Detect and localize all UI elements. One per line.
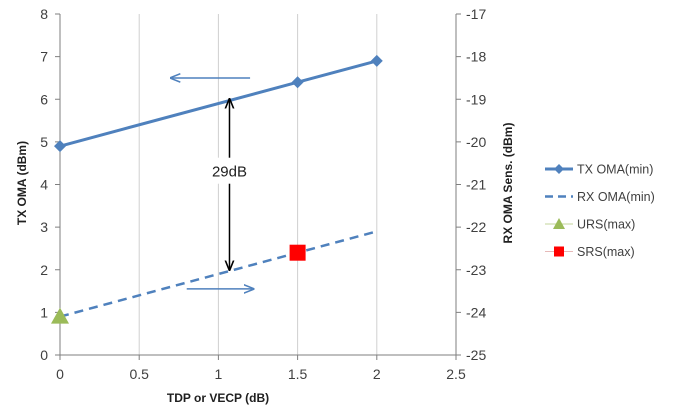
x-tick-label: 2 (373, 366, 381, 382)
y-left-tick-label: 4 (40, 177, 48, 193)
grid-lines (139, 14, 377, 355)
y-right-tick-label: -18 (466, 49, 486, 65)
y-right-tick-label: -22 (466, 219, 486, 235)
y-left-tick-label: 2 (40, 262, 48, 278)
series-layer (51, 55, 383, 324)
annotation-label: 29dB (212, 164, 247, 181)
data-point-diamond (554, 164, 564, 174)
y-left-tick-label: 5 (40, 134, 48, 150)
y-left-tick-label: 6 (40, 91, 48, 107)
y-left-tick-label: 0 (40, 347, 48, 363)
annotation-layer: 29dB (171, 78, 258, 289)
legend-label: URS(max) (577, 218, 635, 232)
y-axis-right-ticks: -25 -24 -23 -22 -21 -20 -19 -18 -17 (456, 6, 486, 363)
legend: TX OMA(min) RX OMA(min) URS(max) SRS(max) (545, 163, 655, 260)
y-left-tick-label: 1 (40, 304, 48, 320)
y-right-tick-label: -20 (466, 134, 486, 150)
y-right-tick-label: -21 (466, 177, 486, 193)
x-axis-ticks: 0 0.5 1 1.5 2 2.5 (56, 355, 466, 382)
x-axis-title: TDP or VECP (dB) (167, 391, 269, 405)
y-right-tick-label: -25 (466, 347, 486, 363)
y-left-tick-label: 8 (40, 6, 48, 22)
legend-label: SRS(max) (577, 245, 635, 259)
x-tick-label: 0 (56, 366, 64, 382)
y-right-tick-label: -23 (466, 262, 486, 278)
y-right-tick-label: -17 (466, 6, 486, 22)
data-point-square (290, 245, 306, 261)
x-tick-label: 0.5 (129, 366, 149, 382)
legend-swatch-square (554, 247, 564, 257)
legend-label: RX OMA(min) (577, 190, 655, 204)
x-tick-label: 1 (215, 366, 223, 382)
data-point-diamond (371, 55, 383, 67)
y-axis-left-ticks: 0 1 2 3 4 5 6 7 8 (40, 6, 60, 363)
legend-label: TX OMA(min) (577, 163, 653, 177)
y-right-tick-label: -19 (466, 91, 486, 107)
y-left-tick-label: 3 (40, 219, 48, 235)
plot-frame (60, 14, 456, 355)
y-axis-left-title: TX OMA (dBm) (15, 141, 29, 225)
y-left-tick-label: 7 (40, 49, 48, 65)
data-point-diamond (292, 76, 304, 88)
x-tick-label: 1.5 (288, 366, 308, 382)
x-tick-label: 2.5 (446, 366, 466, 382)
y-axis-right-title: RX OMA Sens. (dBm) (501, 123, 515, 244)
y-right-tick-label: -24 (466, 304, 486, 320)
